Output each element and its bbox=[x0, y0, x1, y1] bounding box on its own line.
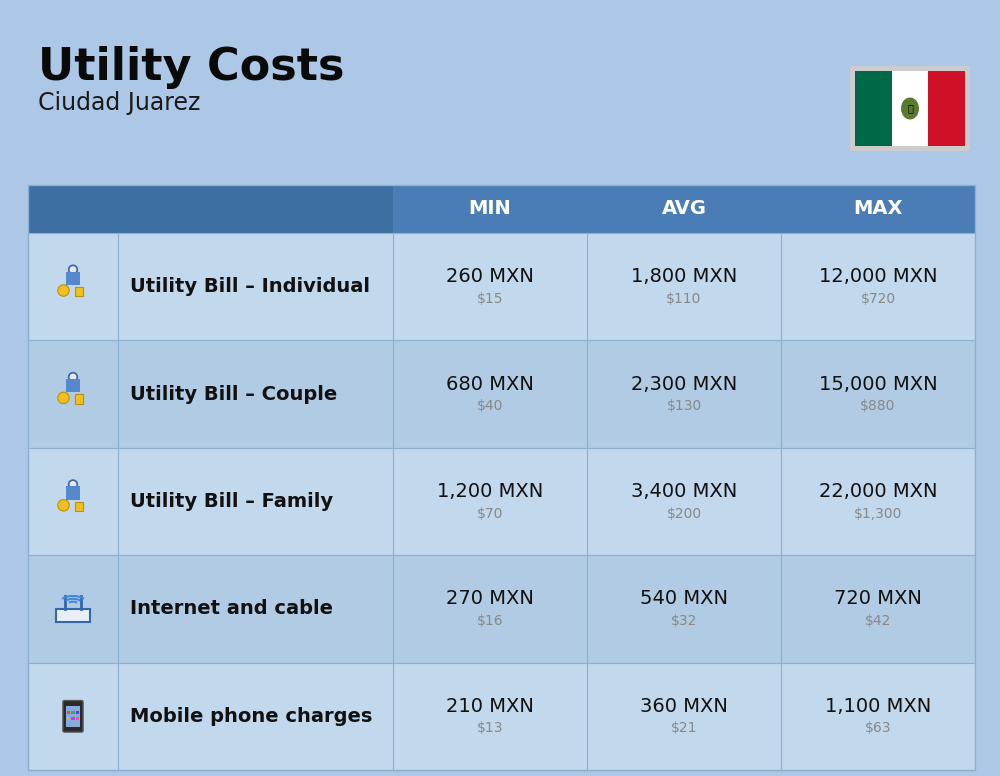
Bar bbox=[892, 71, 928, 146]
Bar bbox=[75, 394, 82, 404]
Text: 680 MXN: 680 MXN bbox=[446, 375, 534, 393]
Text: 12,000 MXN: 12,000 MXN bbox=[819, 267, 937, 286]
Text: AVG: AVG bbox=[662, 199, 706, 219]
Bar bbox=[28, 663, 975, 770]
Bar bbox=[28, 185, 975, 770]
Text: $32: $32 bbox=[671, 614, 697, 628]
Text: $40: $40 bbox=[477, 399, 503, 413]
Bar bbox=[28, 555, 975, 663]
Ellipse shape bbox=[69, 480, 77, 489]
Bar bbox=[28, 185, 975, 233]
Text: $880: $880 bbox=[860, 399, 896, 413]
Text: $720: $720 bbox=[860, 292, 896, 306]
Text: 15,000 MXN: 15,000 MXN bbox=[819, 375, 937, 393]
Text: 720 MXN: 720 MXN bbox=[834, 590, 922, 608]
Text: $130: $130 bbox=[666, 399, 702, 413]
Bar bbox=[28, 341, 975, 448]
Text: $21: $21 bbox=[671, 722, 697, 736]
Text: 210 MXN: 210 MXN bbox=[446, 697, 534, 715]
Text: 1,200 MXN: 1,200 MXN bbox=[437, 482, 543, 501]
Text: $63: $63 bbox=[865, 722, 891, 736]
Text: $110: $110 bbox=[666, 292, 702, 306]
Text: Utility Bill – Individual: Utility Bill – Individual bbox=[130, 277, 370, 296]
Text: Utility Costs: Utility Costs bbox=[38, 46, 344, 89]
Bar bbox=[928, 71, 965, 146]
Text: Mobile phone charges: Mobile phone charges bbox=[130, 707, 372, 726]
Bar bbox=[66, 487, 80, 500]
Bar bbox=[66, 379, 80, 392]
FancyBboxPatch shape bbox=[63, 701, 83, 732]
Text: $1,300: $1,300 bbox=[854, 507, 902, 521]
Bar bbox=[28, 185, 393, 233]
Ellipse shape bbox=[58, 500, 69, 511]
Text: MAX: MAX bbox=[853, 199, 903, 219]
Bar bbox=[28, 448, 975, 555]
Bar bbox=[67, 711, 70, 714]
Text: 🦅: 🦅 bbox=[907, 103, 913, 113]
FancyBboxPatch shape bbox=[850, 66, 970, 151]
Bar bbox=[67, 716, 70, 720]
Text: MIN: MIN bbox=[469, 199, 511, 219]
Bar bbox=[75, 286, 82, 296]
Text: 1,800 MXN: 1,800 MXN bbox=[631, 267, 737, 286]
Text: $70: $70 bbox=[477, 507, 503, 521]
Bar bbox=[71, 716, 75, 720]
Text: 270 MXN: 270 MXN bbox=[446, 590, 534, 608]
Text: 22,000 MXN: 22,000 MXN bbox=[819, 482, 937, 501]
Text: $42: $42 bbox=[865, 614, 891, 628]
Text: $200: $200 bbox=[666, 507, 702, 521]
Text: 2,300 MXN: 2,300 MXN bbox=[631, 375, 737, 393]
Bar bbox=[56, 609, 90, 622]
Text: Ciudad Juarez: Ciudad Juarez bbox=[38, 91, 200, 115]
Bar bbox=[71, 711, 75, 714]
Text: Internet and cable: Internet and cable bbox=[130, 599, 333, 618]
Bar bbox=[76, 716, 79, 720]
Ellipse shape bbox=[69, 265, 77, 274]
Text: 360 MXN: 360 MXN bbox=[640, 697, 728, 715]
Text: $15: $15 bbox=[477, 292, 503, 306]
Text: Utility Bill – Couple: Utility Bill – Couple bbox=[130, 385, 337, 404]
Text: 1,100 MXN: 1,100 MXN bbox=[825, 697, 931, 715]
Text: 3,400 MXN: 3,400 MXN bbox=[631, 482, 737, 501]
Bar bbox=[855, 71, 892, 146]
Bar bbox=[66, 706, 80, 727]
Text: $13: $13 bbox=[477, 722, 503, 736]
Ellipse shape bbox=[69, 372, 77, 381]
Bar bbox=[76, 711, 79, 714]
Text: $16: $16 bbox=[477, 614, 503, 628]
Ellipse shape bbox=[58, 285, 69, 296]
Bar bbox=[75, 501, 82, 511]
Text: 260 MXN: 260 MXN bbox=[446, 267, 534, 286]
Bar bbox=[66, 272, 80, 285]
Bar bbox=[28, 233, 975, 341]
Ellipse shape bbox=[58, 392, 69, 404]
Text: Utility Bill – Family: Utility Bill – Family bbox=[130, 492, 333, 511]
Ellipse shape bbox=[901, 98, 919, 120]
Text: 540 MXN: 540 MXN bbox=[640, 590, 728, 608]
